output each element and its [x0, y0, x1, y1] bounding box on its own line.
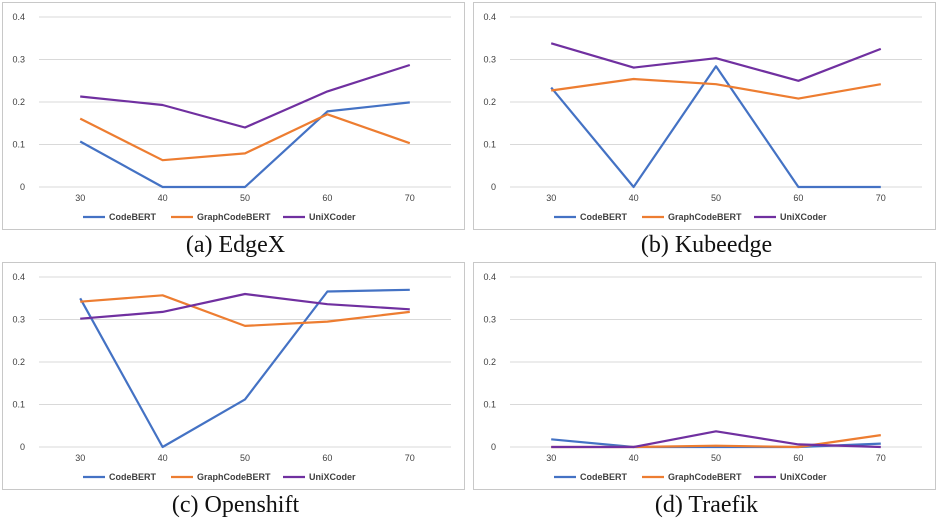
- chart-frame: 0 0.1 0.2 0.3 0.4 30 40 50 60 70 CodeBERT GraphCode…: [2, 2, 465, 230]
- y-tick-label: 0.4: [483, 272, 496, 282]
- x-tick-label: 70: [876, 453, 886, 463]
- legend-label: CodeBERT: [580, 212, 628, 222]
- series-line-codebert: [79, 101, 410, 189]
- chart-panel-traefik: 0 0.1 0.2 0.3 0.4 30 40 50 60 70 CodeBERT GraphCode…: [471, 260, 942, 520]
- x-tick-label: 60: [793, 193, 803, 203]
- legend-label: CodeBERT: [109, 472, 157, 482]
- chart-panel-kubeedge: 0 0.1 0.2 0.3 0.4 30 40 50 60 70 CodeBERT GraphCode…: [471, 0, 942, 260]
- y-tick-label: 0.1: [12, 140, 25, 150]
- x-tick-label: 50: [240, 193, 250, 203]
- y-tick-label: 0.2: [12, 97, 25, 107]
- series-line-unixcoder: [551, 430, 881, 449]
- y-tick-label: 0.2: [12, 357, 25, 367]
- x-tick-label: 70: [405, 193, 415, 203]
- y-tick-label: 0.1: [483, 400, 496, 410]
- x-tick-label: 40: [158, 453, 168, 463]
- x-tick-label: 60: [793, 453, 803, 463]
- x-tick-label: 50: [240, 453, 250, 463]
- y-tick-label: 0: [491, 442, 496, 452]
- line-chart-traefik: 0 0.1 0.2 0.3 0.4 30 40 50 60 70 CodeBERT GraphCode…: [483, 272, 922, 482]
- chart-frame: 0 0.1 0.2 0.3 0.4 30 40 50 60 70 CodeBERT GraphCode…: [473, 262, 936, 490]
- legend-label: GraphCodeBERT: [197, 472, 271, 482]
- y-tick-label: 0.4: [12, 272, 25, 282]
- legend-label: UniXCoder: [780, 472, 827, 482]
- line-chart-openshift: 0 0.1 0.2 0.3 0.4 30 40 50 60 70 CodeBERT GraphCode…: [12, 272, 451, 482]
- legend-label: UniXCoder: [309, 472, 356, 482]
- x-tick-label: 50: [711, 193, 721, 203]
- series-line-unixcoder: [550, 42, 882, 82]
- y-tick-label: 0.3: [12, 315, 25, 325]
- y-tick-label: 0.2: [483, 357, 496, 367]
- y-tick-label: 0.4: [483, 12, 496, 22]
- y-tick-label: 0.3: [483, 315, 496, 325]
- x-tick-label: 30: [75, 193, 85, 203]
- x-tick-label: 70: [405, 453, 415, 463]
- legend-label: GraphCodeBERT: [668, 212, 742, 222]
- y-tick-label: 0.4: [12, 12, 25, 22]
- chart-caption: (c) Openshift: [171, 492, 300, 518]
- series-line-unixcoder: [80, 292, 410, 320]
- legend-label: CodeBERT: [580, 472, 628, 482]
- chart-panel-edgex: 0 0.1 0.2 0.3 0.4 30 40 50 60 70 CodeBERT GraphCode…: [0, 0, 471, 260]
- chart-caption: (a) EdgeX: [185, 232, 286, 258]
- y-tick-label: 0: [491, 182, 496, 192]
- line-chart-kubeedge: 0 0.1 0.2 0.3 0.4 30 40 50 60 70 CodeBERT GraphCode…: [483, 12, 922, 222]
- x-tick-label: 30: [546, 453, 556, 463]
- series-line-graphcodebert: [79, 113, 411, 162]
- y-tick-label: 0.3: [483, 55, 496, 65]
- series-line-graphcodebert: [80, 294, 410, 328]
- y-tick-label: 0: [20, 182, 25, 192]
- y-tick-label: 0.2: [483, 97, 496, 107]
- x-tick-label: 60: [322, 193, 332, 203]
- y-tick-label: 0.1: [483, 140, 496, 150]
- series-line-codebert: [79, 288, 410, 449]
- y-tick-label: 0.3: [12, 55, 25, 65]
- x-tick-label: 40: [158, 193, 168, 203]
- legend-label: CodeBERT: [109, 212, 157, 222]
- x-tick-label: 30: [546, 193, 556, 203]
- y-tick-label: 0.1: [12, 400, 25, 410]
- chart-frame: 0 0.1 0.2 0.3 0.4 30 40 50 60 70 CodeBERT GraphCode…: [473, 2, 936, 230]
- chart-caption: (d) Traefik: [654, 492, 759, 518]
- x-tick-label: 40: [629, 193, 639, 203]
- x-tick-label: 30: [75, 453, 85, 463]
- x-tick-label: 50: [711, 453, 721, 463]
- legend-label: UniXCoder: [309, 212, 356, 222]
- chart-caption: (b) Kubeedge: [640, 232, 773, 258]
- series-line-codebert: [550, 65, 881, 189]
- y-tick-label: 0: [20, 442, 25, 452]
- chart-frame: 0 0.1 0.2 0.3 0.4 30 40 50 60 70 CodeBERT GraphCode…: [2, 262, 465, 490]
- legend-label: GraphCodeBERT: [197, 212, 271, 222]
- chart-panel-openshift: 0 0.1 0.2 0.3 0.4 30 40 50 60 70 CodeBERT GraphCode…: [0, 260, 471, 520]
- series-line-unixcoder: [80, 63, 411, 129]
- legend-label: UniXCoder: [780, 212, 827, 222]
- line-chart-edgex: 0 0.1 0.2 0.3 0.4 30 40 50 60 70 CodeBERT GraphCode…: [12, 12, 451, 222]
- legend-label: GraphCodeBERT: [668, 472, 742, 482]
- x-tick-label: 40: [629, 453, 639, 463]
- series-line-graphcodebert: [551, 77, 881, 100]
- x-tick-label: 70: [876, 193, 886, 203]
- x-tick-label: 60: [322, 453, 332, 463]
